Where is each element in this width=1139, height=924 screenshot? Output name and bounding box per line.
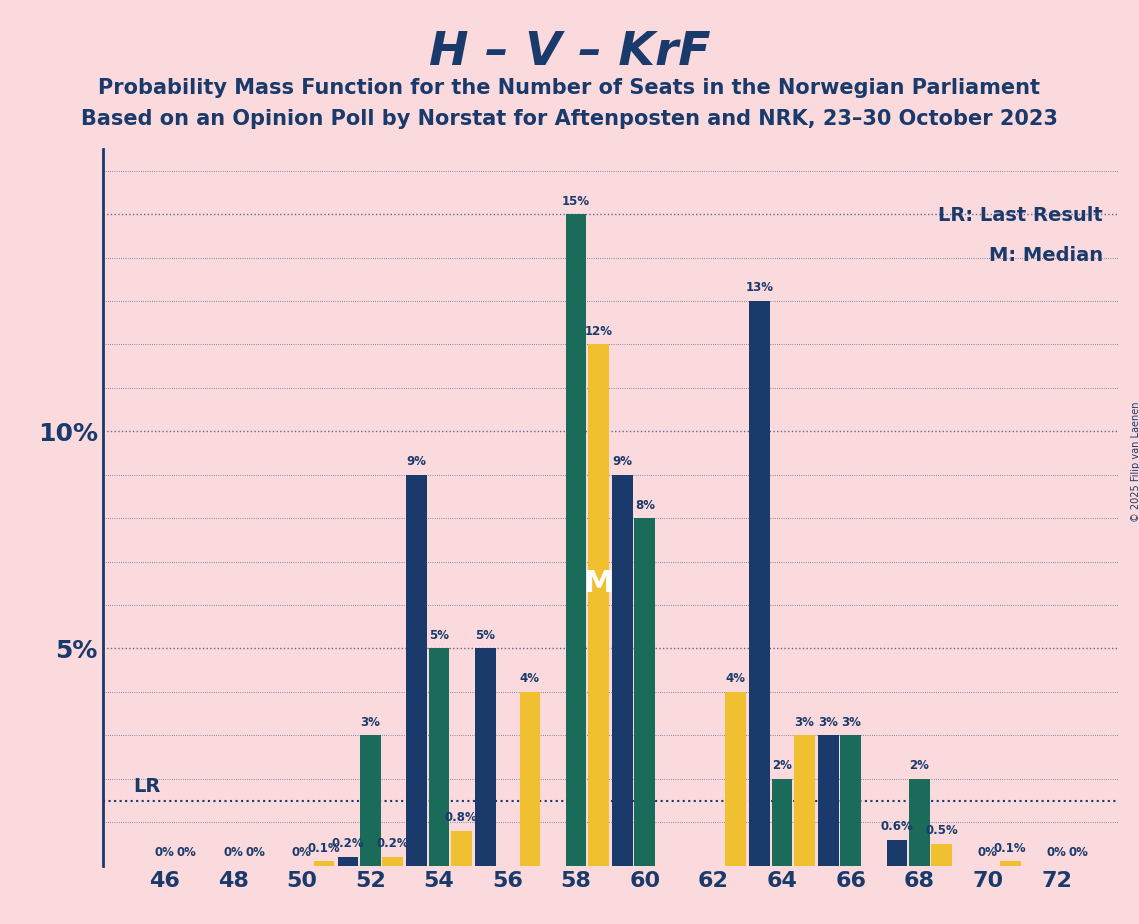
- Bar: [726, 692, 746, 866]
- Text: 3%: 3%: [819, 716, 838, 729]
- Bar: [337, 857, 359, 866]
- Text: 0.2%: 0.2%: [376, 837, 409, 850]
- Text: Probability Mass Function for the Number of Seats in the Norwegian Parliament: Probability Mass Function for the Number…: [98, 78, 1041, 98]
- Text: LR: Last Result: LR: Last Result: [939, 206, 1103, 225]
- Text: 0.6%: 0.6%: [880, 821, 913, 833]
- Bar: [475, 649, 495, 866]
- Text: 9%: 9%: [407, 456, 427, 468]
- Bar: [588, 345, 608, 866]
- Text: 8%: 8%: [634, 499, 655, 512]
- Text: Based on an Opinion Poll by Norstat for Aftenposten and NRK, 23–30 October 2023: Based on an Opinion Poll by Norstat for …: [81, 109, 1058, 129]
- Text: 4%: 4%: [726, 673, 746, 686]
- Text: © 2025 Filip van Laenen: © 2025 Filip van Laenen: [1131, 402, 1139, 522]
- Bar: [772, 779, 793, 866]
- Bar: [566, 214, 587, 866]
- Text: M: Median: M: Median: [989, 246, 1103, 265]
- Bar: [383, 857, 403, 866]
- Text: 0%: 0%: [1047, 846, 1066, 859]
- Bar: [360, 736, 380, 866]
- Text: 3%: 3%: [360, 716, 380, 729]
- Bar: [519, 692, 540, 866]
- Text: 5%: 5%: [475, 629, 495, 642]
- Text: M: M: [583, 569, 614, 598]
- Text: 0%: 0%: [978, 846, 998, 859]
- Bar: [841, 736, 861, 866]
- Text: 0%: 0%: [155, 846, 174, 859]
- Bar: [818, 736, 838, 866]
- Text: 2%: 2%: [772, 760, 792, 772]
- Text: 3%: 3%: [841, 716, 861, 729]
- Text: H – V – KrF: H – V – KrF: [428, 30, 711, 75]
- Text: 9%: 9%: [613, 456, 632, 468]
- Bar: [749, 301, 770, 866]
- Bar: [932, 844, 952, 866]
- Text: 0%: 0%: [1068, 846, 1089, 859]
- Bar: [634, 518, 655, 866]
- Bar: [407, 475, 427, 866]
- Text: LR: LR: [133, 777, 161, 796]
- Text: 0%: 0%: [245, 846, 265, 859]
- Bar: [612, 475, 633, 866]
- Text: 0.2%: 0.2%: [331, 837, 364, 850]
- Text: 2%: 2%: [909, 760, 929, 772]
- Text: 0.1%: 0.1%: [994, 842, 1026, 855]
- Bar: [451, 831, 472, 866]
- Text: 5%: 5%: [429, 629, 449, 642]
- Text: 4%: 4%: [519, 673, 540, 686]
- Bar: [428, 649, 449, 866]
- Text: 12%: 12%: [584, 325, 613, 338]
- Bar: [794, 736, 814, 866]
- Bar: [909, 779, 929, 866]
- Bar: [1000, 861, 1021, 866]
- Text: 0.5%: 0.5%: [925, 824, 958, 837]
- Text: 0.1%: 0.1%: [308, 842, 341, 855]
- Text: 0%: 0%: [292, 846, 312, 859]
- Text: 0%: 0%: [177, 846, 197, 859]
- Bar: [886, 840, 908, 866]
- Text: 13%: 13%: [746, 282, 773, 295]
- Text: 3%: 3%: [794, 716, 814, 729]
- Text: 0.8%: 0.8%: [445, 811, 477, 824]
- Bar: [313, 861, 334, 866]
- Text: 15%: 15%: [563, 195, 590, 208]
- Text: 0%: 0%: [223, 846, 243, 859]
